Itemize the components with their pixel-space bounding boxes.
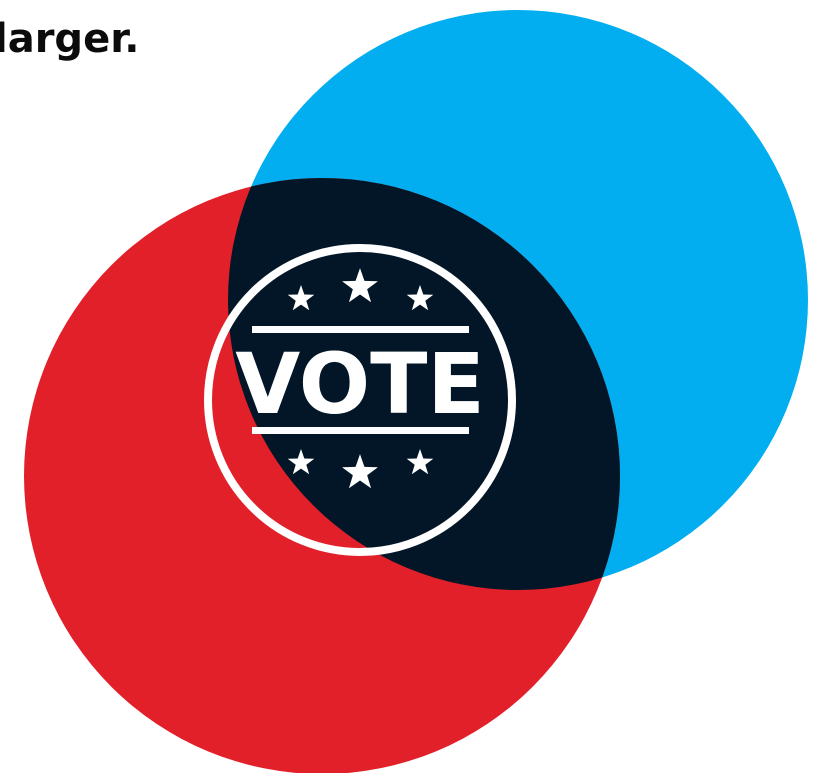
badge-label: VOTE [235,335,485,433]
badge-rule [252,427,469,434]
vote-badge: VOTE [204,244,516,556]
badge-rule [252,326,469,333]
badge-ring [204,244,516,556]
overlap [228,178,620,590]
heading: larger. [0,16,139,62]
